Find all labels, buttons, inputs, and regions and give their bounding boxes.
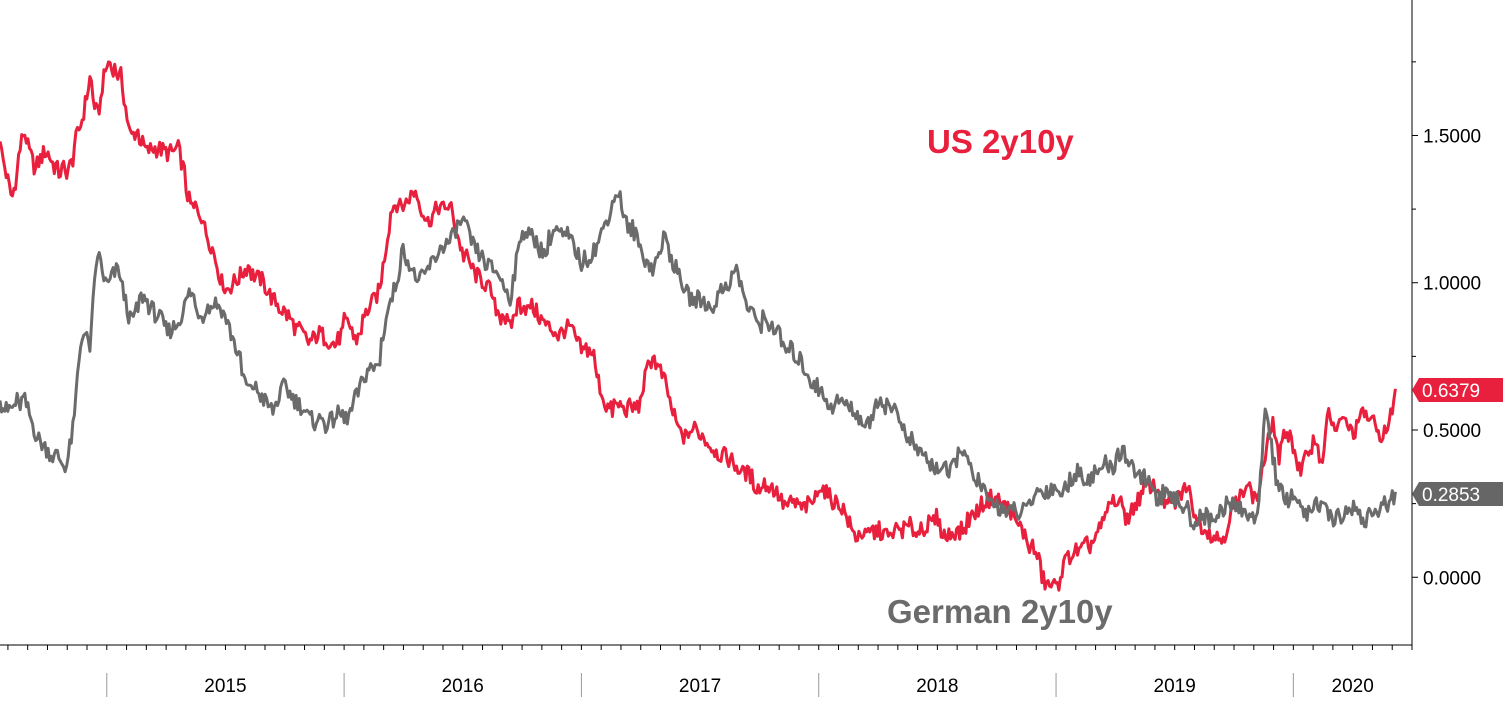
german-last-value: 0.2853 bbox=[1422, 485, 1480, 506]
x-tick-label: 2015 bbox=[204, 676, 246, 697]
x-tick-label: 2017 bbox=[679, 676, 721, 697]
german-2y10y-line bbox=[0, 190, 1397, 531]
x-tick-layer: 2015 2016 2017 2018 2019 2020 bbox=[7, 645, 1413, 697]
us-last-value: 0.6379 bbox=[1422, 381, 1480, 402]
us-last-value-badge-shape bbox=[1412, 378, 1503, 402]
y-tick-label: 1.5000 bbox=[1423, 126, 1481, 147]
german-last-value-badge-shape bbox=[1412, 482, 1503, 506]
german-series-label: German 2y10y bbox=[887, 593, 1113, 630]
series-layer bbox=[0, 60, 1397, 592]
german-last-value-badge: 0.2853 bbox=[1412, 482, 1503, 506]
x-tick-label: 2016 bbox=[442, 676, 484, 697]
y-tick-label: 1.0000 bbox=[1423, 274, 1481, 295]
y-tick-label: 0.5000 bbox=[1423, 421, 1481, 442]
axes-layer bbox=[0, 0, 1413, 646]
us-last-value-badge: 0.6379 bbox=[1412, 378, 1503, 402]
x-tick-label: 2019 bbox=[1154, 676, 1196, 697]
x-tick-label: 2020 bbox=[1332, 676, 1374, 697]
x-tick-label: 2018 bbox=[916, 676, 958, 697]
y-tick-layer: 1.5000 1.0000 0.5000 0.0000 bbox=[1412, 61, 1481, 589]
us-series-label: US 2y10y bbox=[927, 123, 1074, 160]
y-tick-label: 0.0000 bbox=[1423, 568, 1481, 589]
